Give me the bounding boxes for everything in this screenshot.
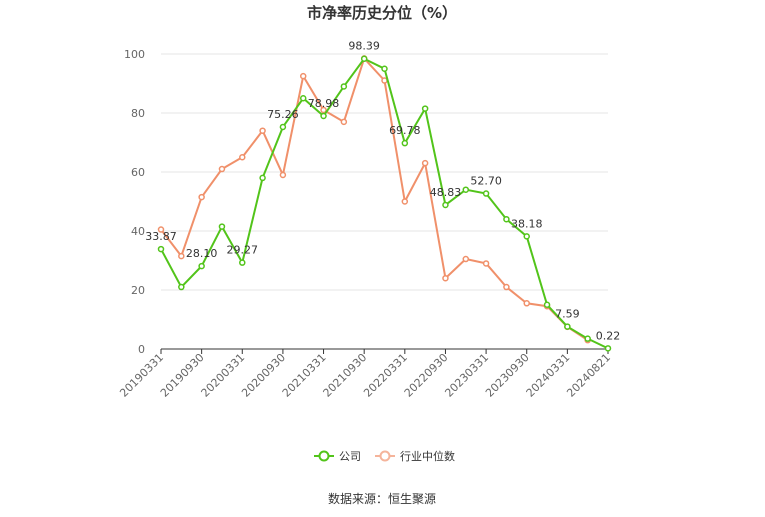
data-label: 98.39 (348, 40, 380, 53)
data-point (360, 55, 368, 62)
data-point (523, 300, 530, 307)
data-label: 48.83 (430, 186, 462, 199)
y-tick-label: 20 (131, 284, 145, 297)
data-point (482, 190, 490, 197)
data-point (218, 223, 226, 230)
data-point (381, 65, 388, 72)
data-point (198, 262, 205, 270)
data-label: 78.98 (308, 97, 340, 110)
data-point (503, 283, 510, 291)
series-line (160, 56, 589, 341)
data-point (421, 105, 429, 112)
data-point (198, 193, 205, 201)
legend-item[interactable]: 行业中位数 (375, 449, 455, 463)
data-point (503, 215, 510, 223)
data-label: 38.18 (511, 217, 543, 230)
y-tick-label: 0 (138, 343, 145, 356)
data-point (604, 345, 612, 352)
data-point (279, 171, 287, 179)
data-point (401, 139, 409, 147)
data-labels: 33.87 28.10 29.27 75.26 78.98 98.39 69.78 48.83… (145, 40, 620, 343)
y-axis-ticks: 0 20 40 60 80 100 (124, 48, 145, 356)
data-point (421, 159, 429, 167)
source-note: 数据来源：恒生聚源 (328, 491, 436, 506)
y-tick-label: 40 (131, 225, 145, 238)
legend-item[interactable]: 公司 (314, 450, 361, 463)
data-point (401, 198, 409, 205)
data-point (320, 106, 327, 114)
data-label: 29.27 (227, 244, 259, 257)
data-point (259, 174, 266, 182)
data-point (584, 335, 591, 342)
data-label: 0.22 (596, 329, 621, 342)
data-label: 69.78 (389, 124, 421, 137)
data-point (482, 260, 490, 267)
x-tick-label: 20240821 (564, 351, 613, 400)
data-point (340, 83, 348, 90)
data-label: 28.10 (186, 247, 218, 260)
legend-marker (318, 450, 330, 462)
data-point (279, 123, 287, 131)
data-point (442, 274, 449, 282)
data-point (462, 186, 470, 193)
legend-label: 行业中位数 (400, 449, 455, 463)
data-point (157, 226, 165, 233)
data-label: 33.87 (145, 230, 177, 243)
series-lines (157, 55, 612, 352)
legend-marker (379, 450, 391, 462)
chart-title: 市净率历史分位（%） (307, 4, 457, 22)
data-point (299, 72, 307, 80)
data-point (442, 201, 449, 209)
data-point (340, 118, 348, 126)
y-tick-label: 80 (131, 107, 145, 120)
data-point (157, 245, 165, 253)
data-point (523, 233, 530, 240)
data-point (239, 154, 246, 161)
data-point (299, 95, 307, 102)
data-point (543, 301, 551, 308)
data-point (320, 112, 327, 120)
data-point (178, 283, 185, 291)
data-label: 52.70 (470, 175, 502, 188)
data-point (178, 252, 185, 260)
data-point (462, 255, 470, 263)
data-point (239, 259, 246, 266)
y-tick-label: 100 (124, 48, 145, 61)
legend[interactable]: 公司 行业中位数 (314, 449, 455, 463)
data-label: 75.26 (267, 108, 299, 121)
data-point (259, 127, 266, 134)
legend-label: 公司 (339, 450, 361, 463)
data-label: 7.59 (555, 308, 580, 321)
data-point (564, 323, 571, 330)
y-tick-label: 60 (131, 166, 145, 179)
data-point (218, 165, 226, 173)
x-axis: 2019033120190930202003312020093020210331… (117, 348, 613, 400)
